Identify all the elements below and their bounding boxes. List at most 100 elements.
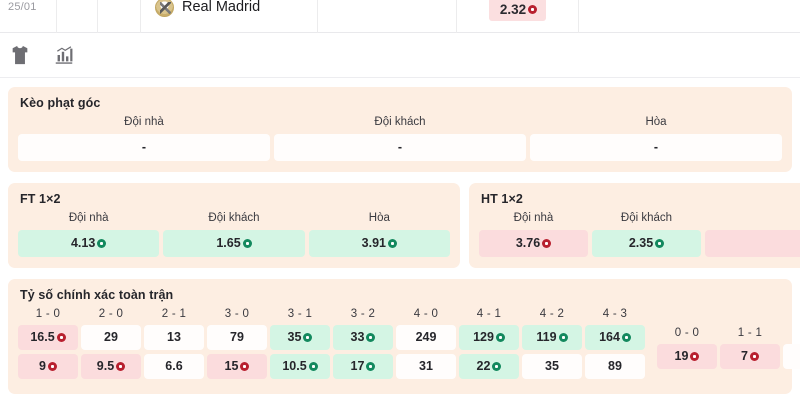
score-odd-cell[interactable]: 7 (720, 344, 780, 369)
score-column: 3 - 0 79 15 (207, 305, 267, 383)
score-odd-cell[interactable]: 249 (396, 325, 456, 350)
exact-score-left-grid: 1 - 0 16.5 9 2 - 0 29 9.5 2 - 1 13 6.6 3 - 0 79 15 3… (18, 305, 645, 383)
ft-value-away[interactable]: 1.65 (163, 230, 305, 257)
score-odd-cell[interactable]: 19 (657, 344, 717, 369)
score-odd-value: 29 (104, 330, 118, 344)
match-date: 25/01 (8, 1, 37, 13)
icon-toolbar (0, 33, 800, 78)
score-odd-cell[interactable]: 119 (522, 325, 582, 350)
trend-down-icon (690, 351, 700, 361)
corner-value-home[interactable]: - (18, 134, 270, 161)
match-team-cell[interactable]: Real Madrid (141, 0, 318, 33)
score-column: 4 - 1 129 22 (459, 305, 519, 383)
score-column-header: 3 - 2 (350, 308, 376, 320)
score-odd-cell[interactable]: 29 (81, 325, 141, 350)
score-column-header: 2 - 2 (783, 324, 800, 344)
score-odd-cell[interactable]: 89 (585, 354, 645, 379)
ft-header-home: Đội nhà (68, 212, 109, 224)
match-col-spacer-4 (579, 0, 800, 33)
ht-value-home[interactable]: 3.76 (479, 230, 588, 257)
trend-up-icon (492, 361, 502, 371)
score-column-header: 4 - 0 (413, 308, 439, 320)
match-row[interactable]: 25/01 Real Madrid 2.32 (0, 0, 800, 33)
match-odd-pill[interactable]: 2.32 (488, 0, 547, 21)
score-odd-cell[interactable]: 35 (270, 325, 330, 350)
trend-up-icon (655, 238, 665, 248)
corner-header-away: Đội khách (374, 116, 426, 128)
score-column-header: 4 - 3 (602, 308, 628, 320)
score-column: 4 - 3 164 89 (585, 305, 645, 383)
ht-value-draw[interactable] (705, 230, 800, 257)
corner-panel-wrap: Kèo phạt góc Đội nhà Đội khách Hòa - - - (0, 87, 800, 172)
ht-value-row: 3.76 2.35 (479, 230, 800, 257)
ft-header-away: Đội khách (208, 212, 260, 224)
score-odd-value: 6.6 (165, 359, 183, 373)
ht-header-draw (705, 209, 800, 228)
score-odd-value: 17 (350, 359, 365, 373)
ft-value-away-text: 1.65 (216, 236, 241, 250)
ht-value-away-text: 2.35 (628, 236, 654, 250)
score-odd-value: 35 (287, 330, 302, 344)
corner-value-row: - - - (18, 134, 782, 161)
trend-up-icon (97, 238, 107, 248)
match-odd-value: 2.32 (499, 1, 527, 17)
trend-up-icon (303, 332, 313, 342)
ft-value-draw-text: 3.91 (361, 236, 386, 250)
score-column: 0 - 0 19 (657, 324, 717, 373)
match-col-spacer-2 (98, 0, 141, 33)
ft-header-draw: Hòa (368, 212, 390, 224)
score-odd-cell[interactable]: 33 (333, 325, 393, 350)
score-column: 2 - 1 13 6.6 (144, 305, 204, 383)
score-odd-cell[interactable]: 12 (783, 344, 800, 369)
ft-header-row: Đội nhà Đội khách Hòa (18, 209, 450, 228)
score-column: 2 - 0 29 9.5 (81, 305, 141, 383)
bar-chart-icon[interactable] (53, 44, 75, 66)
score-odd-cell[interactable]: 35 (522, 354, 582, 379)
score-odd-cell[interactable]: 22 (459, 354, 519, 379)
ft-value-draw[interactable]: 3.91 (308, 230, 450, 257)
ht-header-away: Đội khách (620, 212, 673, 224)
corner-value-away[interactable]: - (274, 134, 526, 161)
score-odd-value: 16.5 (30, 330, 55, 344)
trend-up-icon (558, 332, 568, 342)
score-column-header: 1 - 0 (35, 308, 61, 320)
ft-value-home-text: 4.13 (70, 236, 96, 250)
score-column-header: 3 - 1 (287, 308, 313, 320)
score-odd-cell[interactable]: 6.6 (144, 354, 204, 379)
exact-score-panel: Tỷ số chính xác toàn trận 1 - 0 16.5 9 2 - … (8, 279, 800, 394)
score-odd-cell[interactable]: 10.5 (270, 354, 330, 379)
score-odd-cell[interactable]: 17 (333, 354, 393, 379)
score-column-header: 2 - 0 (98, 308, 124, 320)
ht-value-home-text: 3.76 (515, 236, 541, 250)
ht-panel-title: HT 1×2 (481, 192, 523, 206)
exact-score-wrap: Tỷ số chính xác toàn trận 1 - 0 16.5 9 2 - … (0, 279, 800, 394)
corner-header-row: Đội nhà Đội khách Hòa (18, 113, 782, 132)
score-odd-cell[interactable]: 16.5 (18, 325, 78, 350)
jersey-icon[interactable] (9, 44, 31, 66)
score-odd-cell[interactable]: 9.5 (81, 354, 141, 379)
ft-value-home[interactable]: 4.13 (18, 230, 160, 257)
ht-value-away[interactable]: 2.35 (592, 230, 701, 257)
trend-down-icon (749, 351, 759, 361)
trend-up-icon (242, 238, 252, 248)
trend-up-icon (366, 332, 376, 342)
score-odd-cell[interactable]: 9 (18, 354, 78, 379)
score-column-header: 2 - 1 (161, 308, 187, 320)
score-odd-value: 33 (350, 330, 365, 344)
score-odd-cell[interactable]: 164 (585, 325, 645, 350)
corner-value-draw[interactable]: - (530, 134, 782, 161)
score-odd-value: 19 (674, 349, 689, 363)
trend-down-icon (47, 361, 57, 371)
score-odd-cell[interactable]: 129 (459, 325, 519, 350)
score-odd-cell[interactable]: 79 (207, 325, 267, 350)
exact-score-title: Tỷ số chính xác toàn trận (20, 288, 174, 302)
trend-down-icon (116, 361, 126, 371)
match-odd-cell[interactable]: 2.32 (457, 0, 579, 33)
score-odd-cell[interactable]: 31 (396, 354, 456, 379)
ht-header-row: Đội nhà Đội khách (479, 209, 800, 228)
match-col-spacer-1 (57, 0, 98, 33)
ft-value-row: 4.13 1.65 3.91 (18, 230, 450, 257)
score-odd-cell[interactable]: 15 (207, 354, 267, 379)
score-odd-cell[interactable]: 13 (144, 325, 204, 350)
